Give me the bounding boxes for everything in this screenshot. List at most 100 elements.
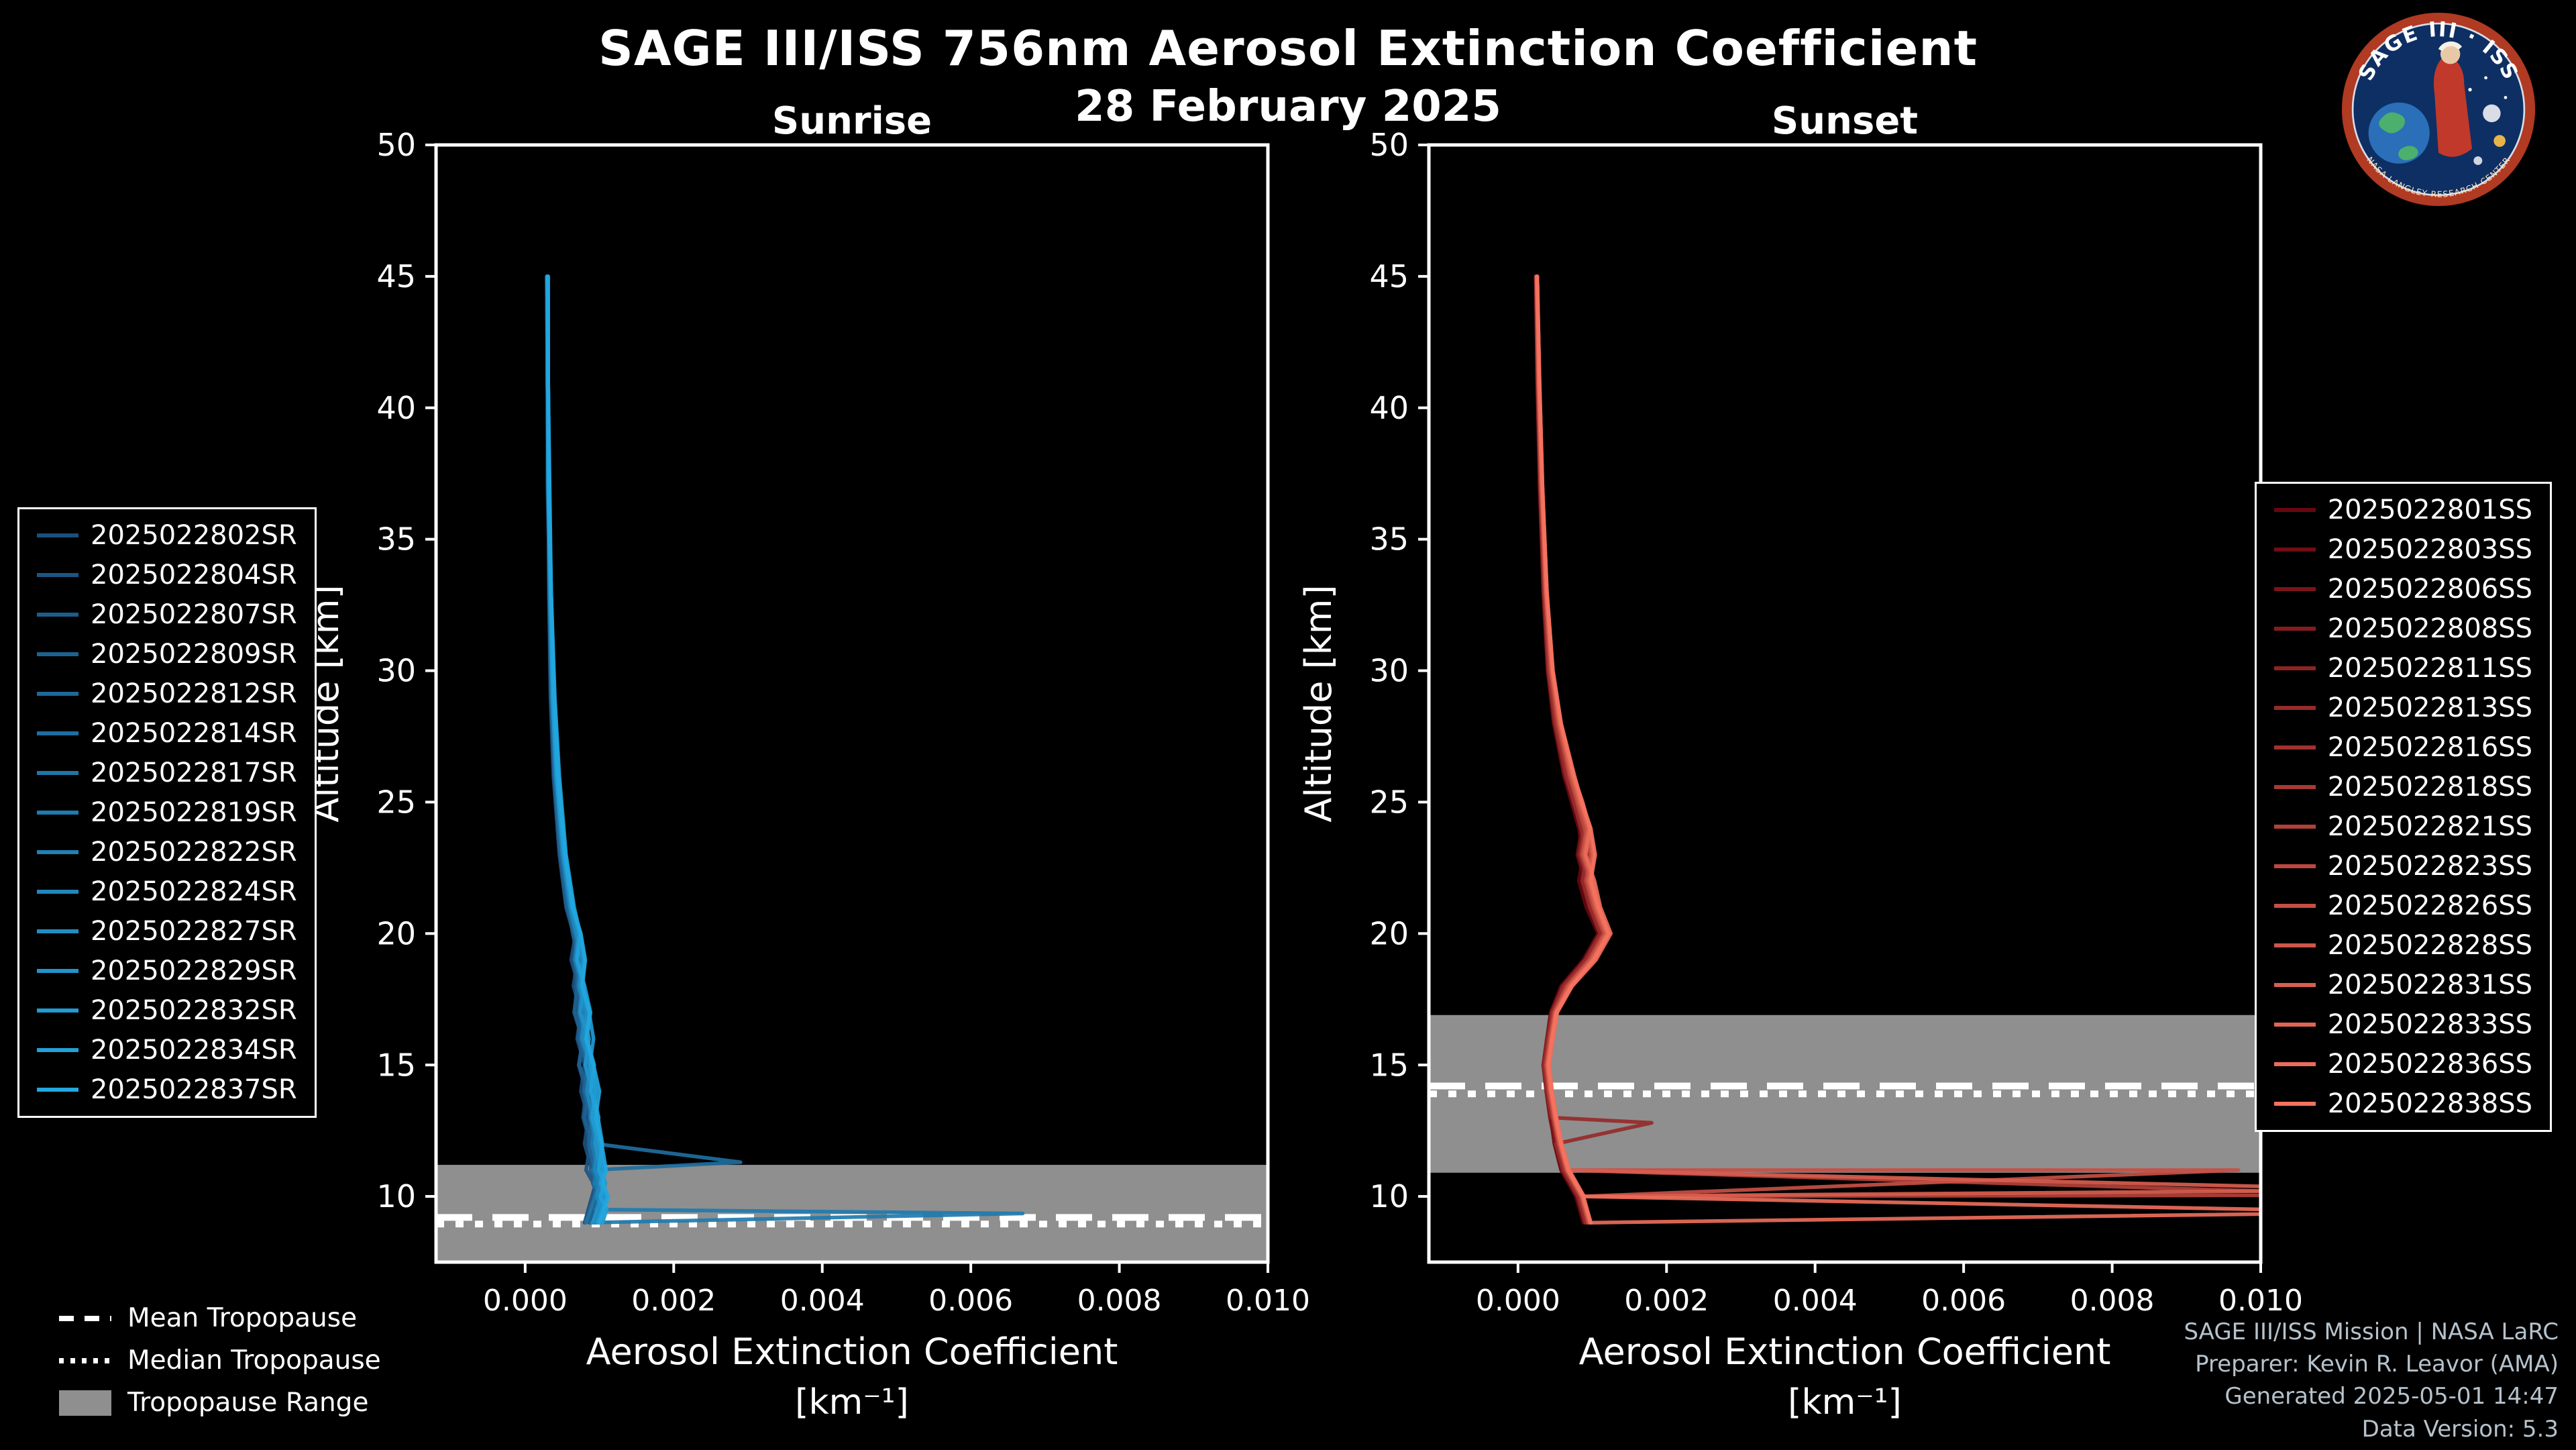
y-tick-label: 20 [376, 915, 416, 951]
legend-item: 2025022818SS [2273, 772, 2532, 802]
x-tick-label: 0.004 [780, 1284, 865, 1318]
dashed-line-sample [59, 1315, 111, 1321]
x-axis-label: Aerosol Extinction Coefficient [1579, 1331, 2111, 1373]
y-tick-label: 10 [1369, 1178, 1409, 1214]
median-tropopause-legend-row: Median Tropopause [59, 1345, 381, 1376]
legend-label: 2025022832SR [91, 995, 297, 1026]
credits-preparer: Preparer: Kevin R. Leavor (AMA) [2195, 1351, 2559, 1378]
y-tick-label: 15 [376, 1047, 416, 1083]
legend-line-swatch [37, 1008, 78, 1013]
legend-label: 2025022809SR [91, 639, 297, 670]
legend-line-swatch [2273, 1102, 2316, 1106]
legend-label: 2025022829SR [91, 955, 297, 986]
legend-item: 2025022834SR [37, 1035, 297, 1066]
credits-block: SAGE III/ISS Mission | NASA LaRC Prepare… [2184, 1316, 2559, 1445]
y-tick-label: 50 [376, 127, 416, 163]
y-tick-label: 25 [1369, 784, 1409, 821]
legend-item: 2025022812SR [37, 678, 297, 709]
legend-label: 2025022821SS [2327, 811, 2532, 842]
y-tick-label: 45 [1369, 258, 1409, 295]
legend-item: 2025022828SS [2273, 930, 2532, 961]
legend-item: 2025022837SR [37, 1074, 297, 1105]
legend-label: 2025022836SS [2327, 1049, 2532, 1080]
x-tick-label: 0.008 [1077, 1284, 1162, 1318]
y-tick-label: 10 [376, 1178, 416, 1214]
legend-item: 2025022836SS [2273, 1049, 2532, 1080]
earth-land [2379, 112, 2406, 134]
y-axis-label: Altitude [km] [1297, 584, 1340, 822]
profile-line-2025022819SR [545, 274, 1025, 1225]
x-axis-units-label: [km⁻¹] [1788, 1382, 1902, 1422]
credits-generated: Generated 2025-05-01 14:47 [2224, 1383, 2559, 1410]
legend-line-swatch [2273, 745, 2316, 749]
x-tick-label: 0.002 [631, 1284, 716, 1318]
mean-tropopause-legend-row: Mean Tropopause [59, 1303, 381, 1333]
x-tick-label: 0.006 [928, 1284, 1013, 1318]
sunset-legend: 2025022801SS 2025022803SS 2025022806SS 2025… [2254, 482, 2552, 1132]
legend-item: 2025022807SR [37, 599, 297, 630]
legend-line-swatch [37, 731, 78, 735]
sunrise-legend: 2025022802SR 2025022804SR 2025022807SR 2025… [17, 507, 317, 1118]
legend-label: 2025022817SR [91, 758, 297, 788]
legend-item: 2025022802SR [37, 520, 297, 551]
legend-label: 2025022808SS [2327, 613, 2532, 644]
legend-line-swatch [2273, 1023, 2316, 1027]
legend-label: 2025022811SS [2327, 653, 2532, 684]
legend-line-swatch [37, 613, 78, 617]
legend-item: 2025022814SR [37, 718, 297, 749]
legend-label: 2025022812SR [91, 678, 297, 709]
y-tick-label: 40 [376, 390, 416, 426]
legend-line-swatch [2273, 508, 2316, 512]
y-tick-label: 50 [1369, 127, 1409, 163]
panel-title-sunset: Sunset [1771, 99, 1919, 143]
legend-label: 2025022834SR [91, 1035, 297, 1066]
legend-item: 2025022822SR [37, 837, 297, 868]
legend-label: 2025022814SR [91, 718, 297, 749]
legend-label: 2025022801SS [2327, 495, 2532, 525]
legend-item: 2025022816SS [2273, 732, 2532, 763]
robed-figure-icon [2433, 54, 2472, 157]
x-tick-label: 0.000 [483, 1284, 568, 1318]
legend-item: 2025022831SS [2273, 970, 2532, 1000]
plot-frame [434, 143, 1270, 1264]
legend-label: 2025022807SR [91, 599, 297, 630]
legend-item: 2025022826SS [2273, 890, 2532, 921]
mean-tropopause-label: Mean Tropopause [127, 1303, 358, 1333]
legend-label: 2025022803SS [2327, 534, 2532, 565]
y-tick-label: 45 [376, 258, 416, 295]
profile-line-2025022814SR [545, 274, 743, 1225]
legend-label: 2025022819SR [91, 797, 297, 828]
x-tick-label: 0.004 [1773, 1284, 1858, 1318]
legend-label: 2025022824SR [91, 876, 297, 907]
legend-label: 2025022826SS [2327, 890, 2532, 921]
star-icon [2484, 76, 2487, 80]
legend-label: 2025022827SR [91, 916, 297, 947]
legend-line-swatch [37, 850, 78, 854]
legend-item: 2025022827SR [37, 916, 297, 947]
planet-icon [2493, 135, 2506, 147]
profile-line-2025022837SR [545, 274, 610, 1225]
legend-line-swatch [2273, 785, 2316, 789]
legend-label: 2025022838SS [2327, 1088, 2532, 1119]
figure-hair [2438, 41, 2463, 52]
legend-item: 2025022813SS [2273, 692, 2532, 723]
chart-title: SAGE III/ISS 756nm Aerosol Extinction Co… [598, 20, 1978, 76]
legend-item: 2025022808SS [2273, 613, 2532, 644]
earth-land-2 [2398, 146, 2418, 160]
chart-date: 28 February 2025 [1075, 82, 1501, 132]
legend-label: 2025022802SR [91, 520, 297, 551]
legend-line-swatch [2273, 666, 2316, 670]
legend-label: 2025022818SS [2327, 772, 2532, 802]
legend-item: 2025022832SR [37, 995, 297, 1026]
legend-line-swatch [37, 811, 78, 815]
sunset-plot: 10 15 20 25 30 35 40 45 50 0.000 0.002 0.004 0.006 0.… [1297, 127, 2301, 1422]
dotted-line-sample [59, 1357, 111, 1363]
y-tick-label: 35 [376, 521, 416, 558]
legend-line-swatch [37, 533, 78, 537]
legend-line-swatch [2273, 983, 2316, 987]
legend-item: 2025022838SS [2273, 1088, 2532, 1119]
legend-item: 2025022829SR [37, 955, 297, 986]
legend-label: 2025022831SS [2327, 970, 2532, 1000]
legend-line-swatch [37, 969, 78, 973]
